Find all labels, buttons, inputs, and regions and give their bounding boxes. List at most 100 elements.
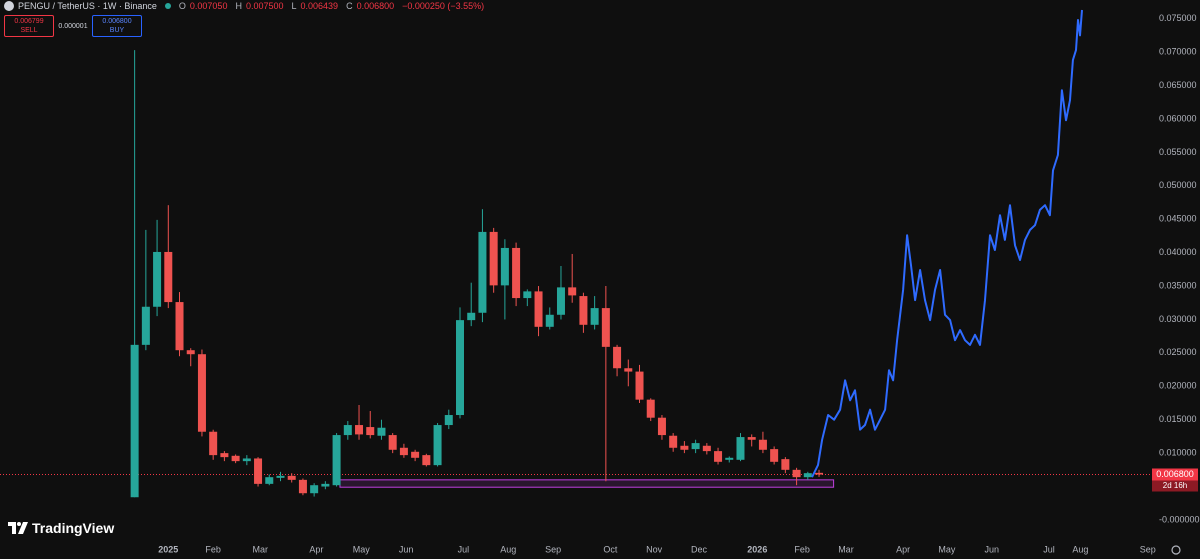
- candle-body: [276, 475, 285, 478]
- candle-body: [422, 455, 431, 466]
- candle-body: [770, 449, 779, 462]
- candle-body: [175, 302, 184, 351]
- zone: [339, 479, 835, 488]
- candle-body: [377, 427, 386, 436]
- candle-body: [736, 437, 745, 460]
- candle-body: [186, 350, 195, 355]
- logo-text: TradingView: [32, 520, 115, 536]
- y-tick-label: 0.065000: [1159, 80, 1197, 90]
- x-tick-label: Aug: [1072, 544, 1088, 554]
- candle-body: [680, 445, 689, 450]
- candle-body: [523, 291, 532, 299]
- ohlc-value: 0.006439: [300, 1, 339, 11]
- candle-body: [355, 425, 364, 435]
- candle-body: [478, 231, 487, 313]
- y-tick-label: 0.035000: [1159, 280, 1197, 290]
- candle-body: [669, 435, 678, 448]
- candle-body: [444, 415, 453, 426]
- x-tick-label: Jun: [985, 544, 1000, 554]
- symbol: PENGU / TetherUS · 1W · Binance: [18, 1, 157, 11]
- x-tick-label: 2025: [158, 544, 178, 554]
- candle-body: [164, 251, 173, 303]
- candle-body: [153, 251, 162, 307]
- buy-button[interactable]: 0.006800 BUY: [92, 15, 142, 37]
- buy-label: BUY: [109, 27, 125, 34]
- candle-body: [792, 469, 801, 478]
- x-tick-label: Apr: [309, 544, 323, 554]
- candle-body: [500, 247, 509, 286]
- x-tick-label: Jun: [399, 544, 414, 554]
- candle-body: [624, 368, 633, 372]
- y-tick-label: 0.060000: [1159, 113, 1197, 123]
- ohlc-key: C: [346, 1, 353, 11]
- candle-body: [714, 451, 723, 462]
- countdown: 2d 16h: [1163, 481, 1187, 490]
- sell-price: 0.006799: [14, 18, 44, 25]
- ohlc-value: 0.007050: [189, 1, 228, 11]
- candle-body: [534, 291, 543, 327]
- candle-body: [803, 473, 812, 478]
- y-tick-label: 0.010000: [1159, 447, 1197, 457]
- logo: TradingView: [8, 520, 114, 536]
- candle-body: [489, 231, 498, 286]
- candle-body: [781, 459, 790, 470]
- countdown-box: [1152, 480, 1198, 492]
- candle-body: [411, 451, 420, 458]
- candle-body: [388, 435, 397, 450]
- last-price-label: 0.006800: [1156, 469, 1194, 479]
- ohlc-value: 0.007500: [245, 1, 284, 11]
- candle-body: [545, 314, 554, 327]
- buy-price: 0.006800: [102, 18, 132, 25]
- x-tick-label: Nov: [646, 544, 663, 554]
- y-tick-label: 0.025000: [1159, 347, 1197, 357]
- x-tick-label: Mar: [838, 544, 854, 554]
- candle-body: [747, 437, 756, 440]
- symbol-header: PENGU / TetherUS · 1W · Binance O 0.00705…: [4, 1, 488, 11]
- candle-body: [467, 312, 476, 321]
- candle-body: [590, 308, 599, 325]
- trade-panel: 0.006799 SELL 0.000001 0.006800 BUY: [4, 15, 142, 37]
- candle-body: [433, 425, 442, 466]
- candle-body: [512, 247, 521, 299]
- projection-line: [811, 9, 1083, 478]
- candle-body: [601, 308, 610, 347]
- x-tick-label: Feb: [794, 544, 810, 554]
- x-tick-label: Jul: [1043, 544, 1055, 554]
- y-tick-label: 0.055000: [1159, 147, 1197, 157]
- candle-body: [298, 479, 307, 494]
- settings-icon[interactable]: [1171, 545, 1181, 555]
- last-price-box: [1152, 468, 1198, 481]
- candle-body: [321, 483, 330, 487]
- candle-body: [141, 306, 150, 345]
- x-tick-label: Aug: [500, 544, 516, 554]
- x-tick-label: Feb: [205, 544, 221, 554]
- candle-body: [332, 435, 341, 486]
- x-tick-label: 2026: [747, 544, 767, 554]
- candle-body: [130, 344, 139, 498]
- candle-body: [254, 458, 263, 484]
- candle-body: [646, 399, 655, 418]
- symbol-icon: [4, 1, 14, 11]
- x-tick-label: Mar: [253, 544, 269, 554]
- candle-body: [197, 354, 206, 432]
- x-tick-label: Jul: [458, 544, 470, 554]
- sell-button[interactable]: 0.006799 SELL: [4, 15, 54, 37]
- candle-body: [220, 453, 229, 458]
- candle-body: [579, 296, 588, 325]
- x-tick-label: Sep: [1140, 544, 1156, 554]
- ohlc-key: H: [235, 1, 242, 11]
- ohlc-key: L: [291, 1, 297, 11]
- candle-body: [635, 371, 644, 400]
- y-tick-label: 0.015000: [1159, 414, 1197, 424]
- change: −0.000250 (−3.55%): [402, 1, 485, 11]
- y-tick-label: 0.070000: [1159, 47, 1197, 57]
- candle-body: [310, 485, 319, 494]
- candle-body: [231, 455, 240, 462]
- y-tick-label: 0.020000: [1159, 381, 1197, 391]
- y-tick-label: 0.050000: [1159, 180, 1197, 190]
- candle-body: [657, 417, 666, 436]
- x-tick-label: Apr: [896, 544, 910, 554]
- x-tick-label: May: [353, 544, 371, 554]
- candle-body: [758, 439, 767, 450]
- candle-body: [366, 427, 375, 436]
